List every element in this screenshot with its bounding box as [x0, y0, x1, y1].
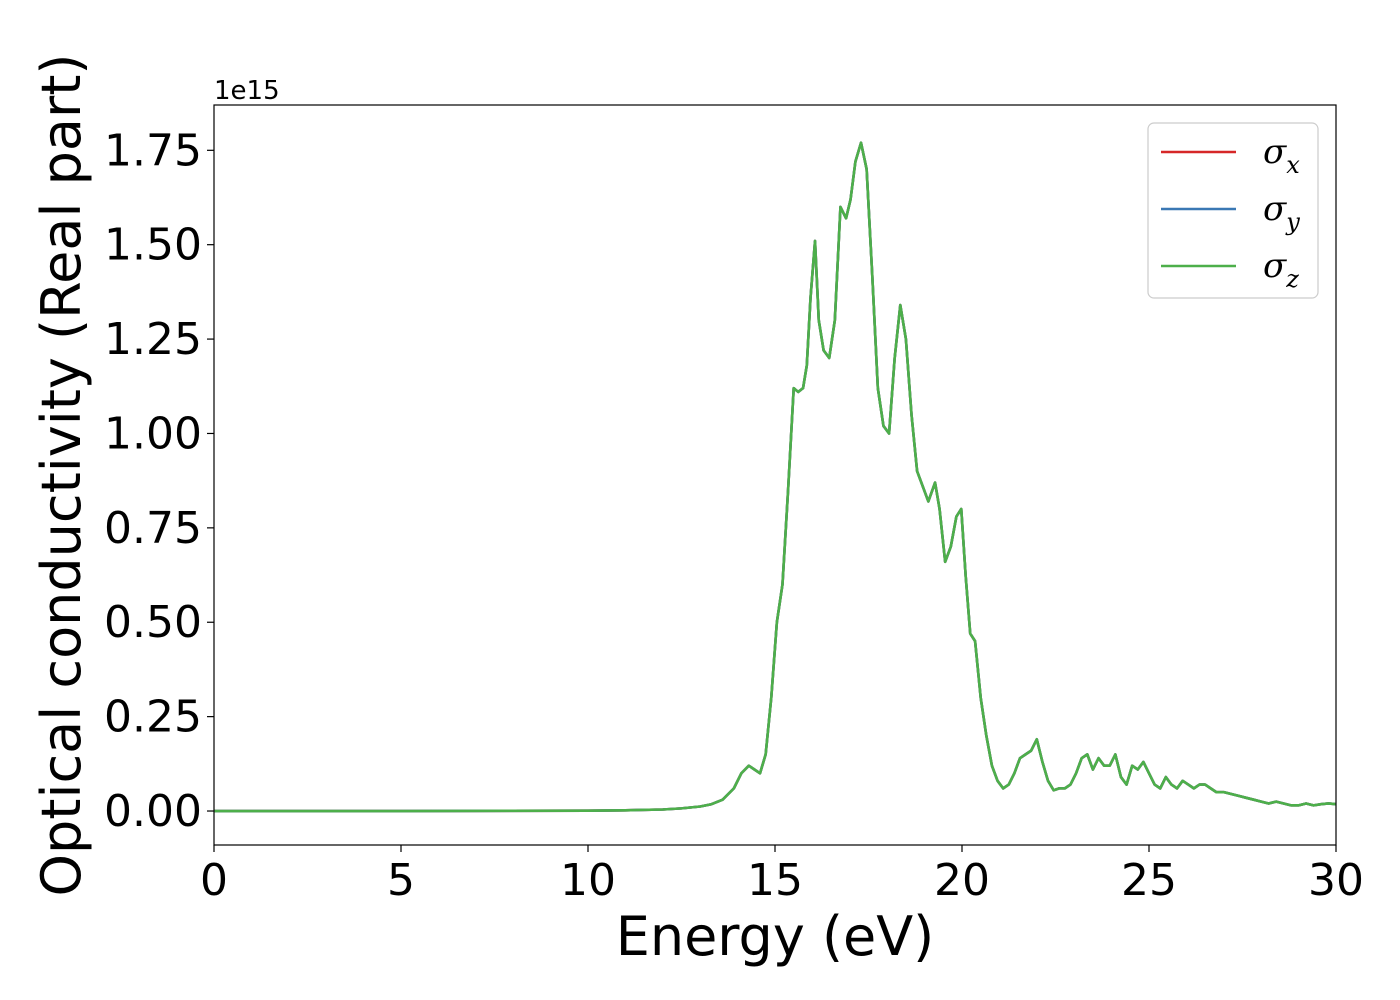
y-tick-label: 1.50: [104, 220, 202, 271]
legend-frame: [1147, 122, 1319, 299]
legend-label: σz: [1263, 246, 1299, 293]
y-tick-label: 0.75: [104, 503, 202, 554]
legend-label: σx: [1263, 132, 1300, 179]
y-axis-title: Optical conductivity (Real part): [30, 54, 93, 897]
x-tick-label: 5: [387, 855, 415, 906]
y-tick-label: 1.00: [104, 408, 202, 459]
y-tick-label: 0.00: [104, 786, 202, 837]
x-axis-ticks: 0 5 10 15 20 25 30: [200, 845, 1364, 906]
y-tick-label: 1.25: [104, 314, 202, 365]
y-tick-label: 1.75: [104, 125, 202, 176]
x-tick-label: 0: [200, 855, 228, 906]
x-tick-label: 10: [560, 855, 616, 906]
x-tick-label: 15: [747, 855, 803, 906]
y-tick-label: 0.25: [104, 692, 202, 743]
y-tick-label: 0.50: [104, 597, 202, 648]
y-offset-text: 1e15: [214, 76, 280, 106]
x-tick-label: 20: [934, 855, 990, 906]
legend-label: σy: [1263, 189, 1300, 236]
series-layer: [214, 141, 1337, 813]
legend: σx σy σz: [1147, 122, 1319, 299]
series-line-z: [214, 141, 1337, 813]
y-axis-ticks: 0.00 0.25 0.50 0.75 1.00 1.25 1.50 1.75: [104, 125, 214, 837]
x-axis-title: Energy (eV): [616, 905, 935, 968]
x-tick-label: 30: [1308, 855, 1364, 906]
x-tick-label: 25: [1121, 855, 1177, 906]
